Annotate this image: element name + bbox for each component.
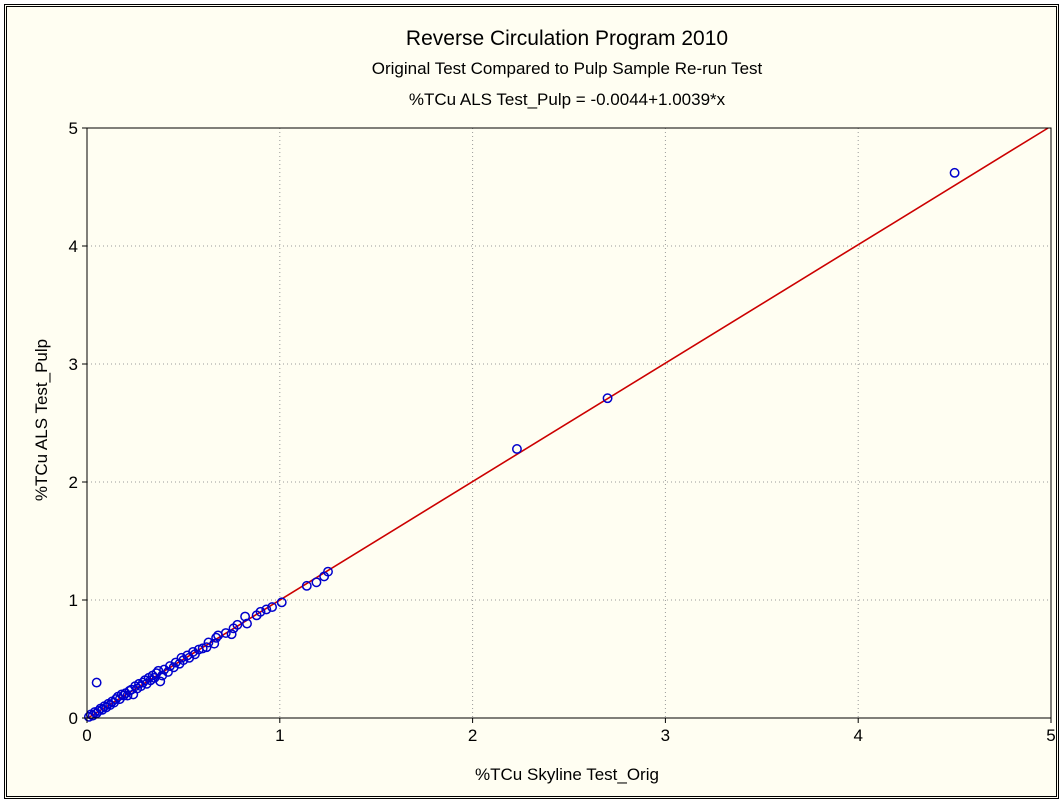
- chart-subtitle: Original Test Compared to Pulp Sample Re…: [372, 59, 763, 78]
- data-point: [91, 677, 102, 688]
- y-tick-label: 2: [69, 473, 78, 492]
- data-point: [255, 606, 266, 617]
- data-point: [220, 628, 231, 638]
- data-point: [211, 632, 222, 643]
- y-tick-label: 0: [69, 709, 78, 728]
- data-point: [163, 667, 173, 677]
- data-point: [118, 690, 129, 701]
- data-point: [602, 393, 613, 404]
- y-tick-label: 1: [69, 591, 78, 610]
- data-point: [311, 577, 322, 588]
- regression-equation: %TCu ALS Test_Pulp = -0.0044+1.0039*x: [409, 90, 726, 109]
- plot-area: [86, 127, 1052, 719]
- data-point: [232, 619, 243, 630]
- data-point: [267, 602, 278, 613]
- x-tick-label: 2: [468, 726, 477, 745]
- data-point: [242, 618, 252, 629]
- chart-title: Reverse Circulation Program 2010: [406, 27, 728, 50]
- data-point: [188, 646, 198, 657]
- data-point: [261, 604, 272, 615]
- x-tick-label: 3: [661, 726, 670, 745]
- data-point: [301, 580, 312, 591]
- data-point: [209, 638, 220, 649]
- grid-lines: [87, 128, 1051, 718]
- y-tick-label: 4: [69, 237, 78, 256]
- data-point: [201, 642, 212, 653]
- data-points: [83, 167, 960, 722]
- x-tick-label: 0: [82, 726, 91, 745]
- y-axis-label: %TCu ALS Test_Pulp: [32, 339, 51, 501]
- data-point: [203, 637, 214, 648]
- data-point: [511, 444, 522, 454]
- data-point: [240, 611, 251, 622]
- data-point: [949, 167, 960, 178]
- data-point: [155, 676, 166, 687]
- chart-frame: [4, 4, 1059, 799]
- x-axis-label: %TCu Skyline Test_Orig: [475, 765, 659, 784]
- data-point: [110, 694, 121, 705]
- x-tick-label: 1: [275, 726, 284, 745]
- y-tick-label: 3: [69, 355, 78, 374]
- y-tick-label: 5: [69, 119, 78, 138]
- data-point: [226, 629, 237, 640]
- x-tick-label: 4: [853, 726, 862, 745]
- x-tick-label: 5: [1046, 726, 1055, 745]
- data-point: [276, 597, 287, 608]
- data-point: [151, 668, 162, 679]
- data-point: [323, 566, 333, 577]
- axis-ticks: 0 1 2 3 4 5 0 1 2 3 4 5: [69, 119, 1056, 745]
